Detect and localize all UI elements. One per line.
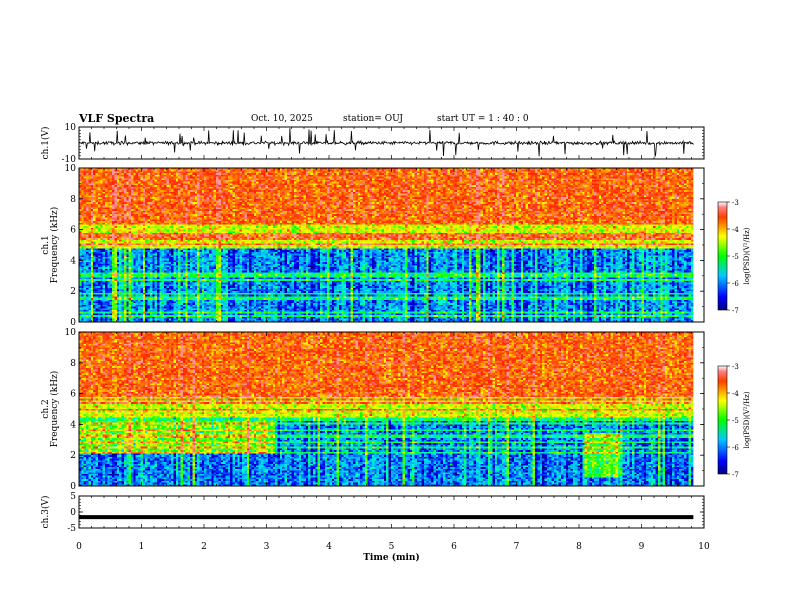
colorbar-ch1-tick-label: -4 bbox=[732, 226, 739, 234]
colorbar-ch2-tick-label: -6 bbox=[732, 444, 739, 452]
ch2-spectrogram-ytick-label: 10 bbox=[65, 328, 77, 338]
ch1-wave-ylabel: ch.1(V) bbox=[40, 127, 51, 160]
colorbar-ch2-tick-label: -3 bbox=[732, 363, 739, 371]
colorbar-ch2-label: log(PSD)(V²/Hz) bbox=[743, 391, 751, 448]
time-tick-label: 6 bbox=[451, 542, 457, 552]
ch1-spectrogram-ytick-label: 8 bbox=[70, 195, 76, 205]
colorbar-ch1: -3 -4 -5 -6 -7 log(PSD)(V²/Hz) bbox=[717, 199, 751, 315]
station-label: station= OUJ bbox=[343, 114, 404, 124]
ch3-wave-frame bbox=[78, 495, 705, 529]
colorbar-ch1-tick-label: -5 bbox=[732, 253, 739, 261]
time-tick-label: 9 bbox=[639, 542, 645, 552]
ch2-spectrogram-ylabel: Frequency (kHz) bbox=[49, 371, 60, 448]
ch3-waveform-panel: 5 0 -5 ch.3(V) bbox=[40, 492, 705, 534]
ch2-spectrogram-ytick-label: 4 bbox=[70, 420, 76, 430]
time-axis-label: Time (min) bbox=[363, 552, 420, 563]
colorbar-ch2-tick-label: -5 bbox=[732, 417, 739, 425]
colorbar-ch1-tick-label: -7 bbox=[732, 307, 739, 315]
ch1-spectrogram-panel: 0 2 4 6 8 10 ch.1 Frequency (kHz) bbox=[41, 164, 705, 328]
ch1-wave-ytick-label: 10 bbox=[65, 123, 77, 133]
ch1-trace-line bbox=[78, 128, 694, 157]
ch1-waveform-panel: 10 -10 ch.1(V) bbox=[40, 123, 705, 165]
colorbar-ch2-tick-label: -7 bbox=[732, 471, 739, 479]
time-tick-label: 7 bbox=[514, 542, 520, 552]
time-tick-label: 4 bbox=[326, 542, 332, 552]
start-time-label: start UT = 1 : 40 : 0 bbox=[437, 114, 529, 124]
ch2-spectrogram-ytick-label: 8 bbox=[70, 359, 76, 369]
time-tick-label: 0 bbox=[76, 542, 82, 552]
date-label: Oct. 10, 2025 bbox=[251, 114, 313, 124]
time-tick-label: 2 bbox=[201, 542, 207, 552]
ch1-spectrogram-ylabel: ch.1 bbox=[41, 235, 51, 254]
ch1-spectrogram-ytick-label: 2 bbox=[70, 287, 76, 297]
ch2-spectrogram-ylabel: ch.2 bbox=[41, 399, 51, 418]
figure-title: VLF Spectra bbox=[79, 112, 155, 125]
ch1-spectrogram-ytick-label: 6 bbox=[70, 226, 76, 236]
ch2-spectrogram-panel: 0 2 4 6 8 10 ch.2 Frequency (kHz) bbox=[41, 328, 705, 492]
time-tick-label: 10 bbox=[698, 542, 710, 552]
ch2-spectrogram-ytick-label: 0 bbox=[70, 482, 76, 492]
ch2-spectrogram-ytick-label: 6 bbox=[70, 390, 76, 400]
colorbar-ch2-tick-label: -4 bbox=[732, 390, 739, 398]
ch1-spectrogram-ytick-label: 10 bbox=[65, 164, 77, 174]
time-tick-label: 3 bbox=[264, 542, 270, 552]
time-tick-label: 1 bbox=[139, 542, 145, 552]
ch3-wave-ylabel: ch.3(V) bbox=[40, 496, 51, 529]
ch1-spectrogram-ytick-label: 0 bbox=[70, 318, 76, 328]
colorbar-ch1-bar bbox=[717, 201, 728, 311]
time-tick-label: 5 bbox=[389, 542, 395, 552]
ch3-wave-ytick-label: 5 bbox=[70, 492, 76, 502]
colorbar-ch1-label: log(PSD)(V²/Hz) bbox=[743, 227, 751, 284]
ch2-spectrogram-heatmap-image bbox=[79, 332, 694, 486]
ch1-spectrogram-ytick-label: 4 bbox=[70, 256, 76, 266]
ch1-wave-ytick-label: -10 bbox=[62, 155, 77, 165]
time-axis: 0 1 2 3 4 5 6 7 8 9 10 Time (min) bbox=[76, 542, 710, 563]
colorbar-ch2-bar bbox=[717, 365, 728, 475]
ch1-spectrogram-heatmap-image bbox=[79, 168, 694, 322]
ch3-wave-ytick-label: 0 bbox=[70, 508, 76, 518]
time-tick-label: 8 bbox=[576, 542, 582, 552]
colorbar-ch1-tick-label: -3 bbox=[732, 199, 739, 207]
ch3-wave-ytick-label: -5 bbox=[67, 524, 76, 534]
colorbar-ch2: -3 -4 -5 -6 -7 log(PSD)(V²/Hz) bbox=[717, 363, 751, 479]
ch2-spectrogram-ytick-label: 2 bbox=[70, 451, 76, 461]
colorbar-ch1-tick-label: -6 bbox=[732, 280, 739, 288]
ch1-spectrogram-ylabel: Frequency (kHz) bbox=[49, 207, 60, 284]
